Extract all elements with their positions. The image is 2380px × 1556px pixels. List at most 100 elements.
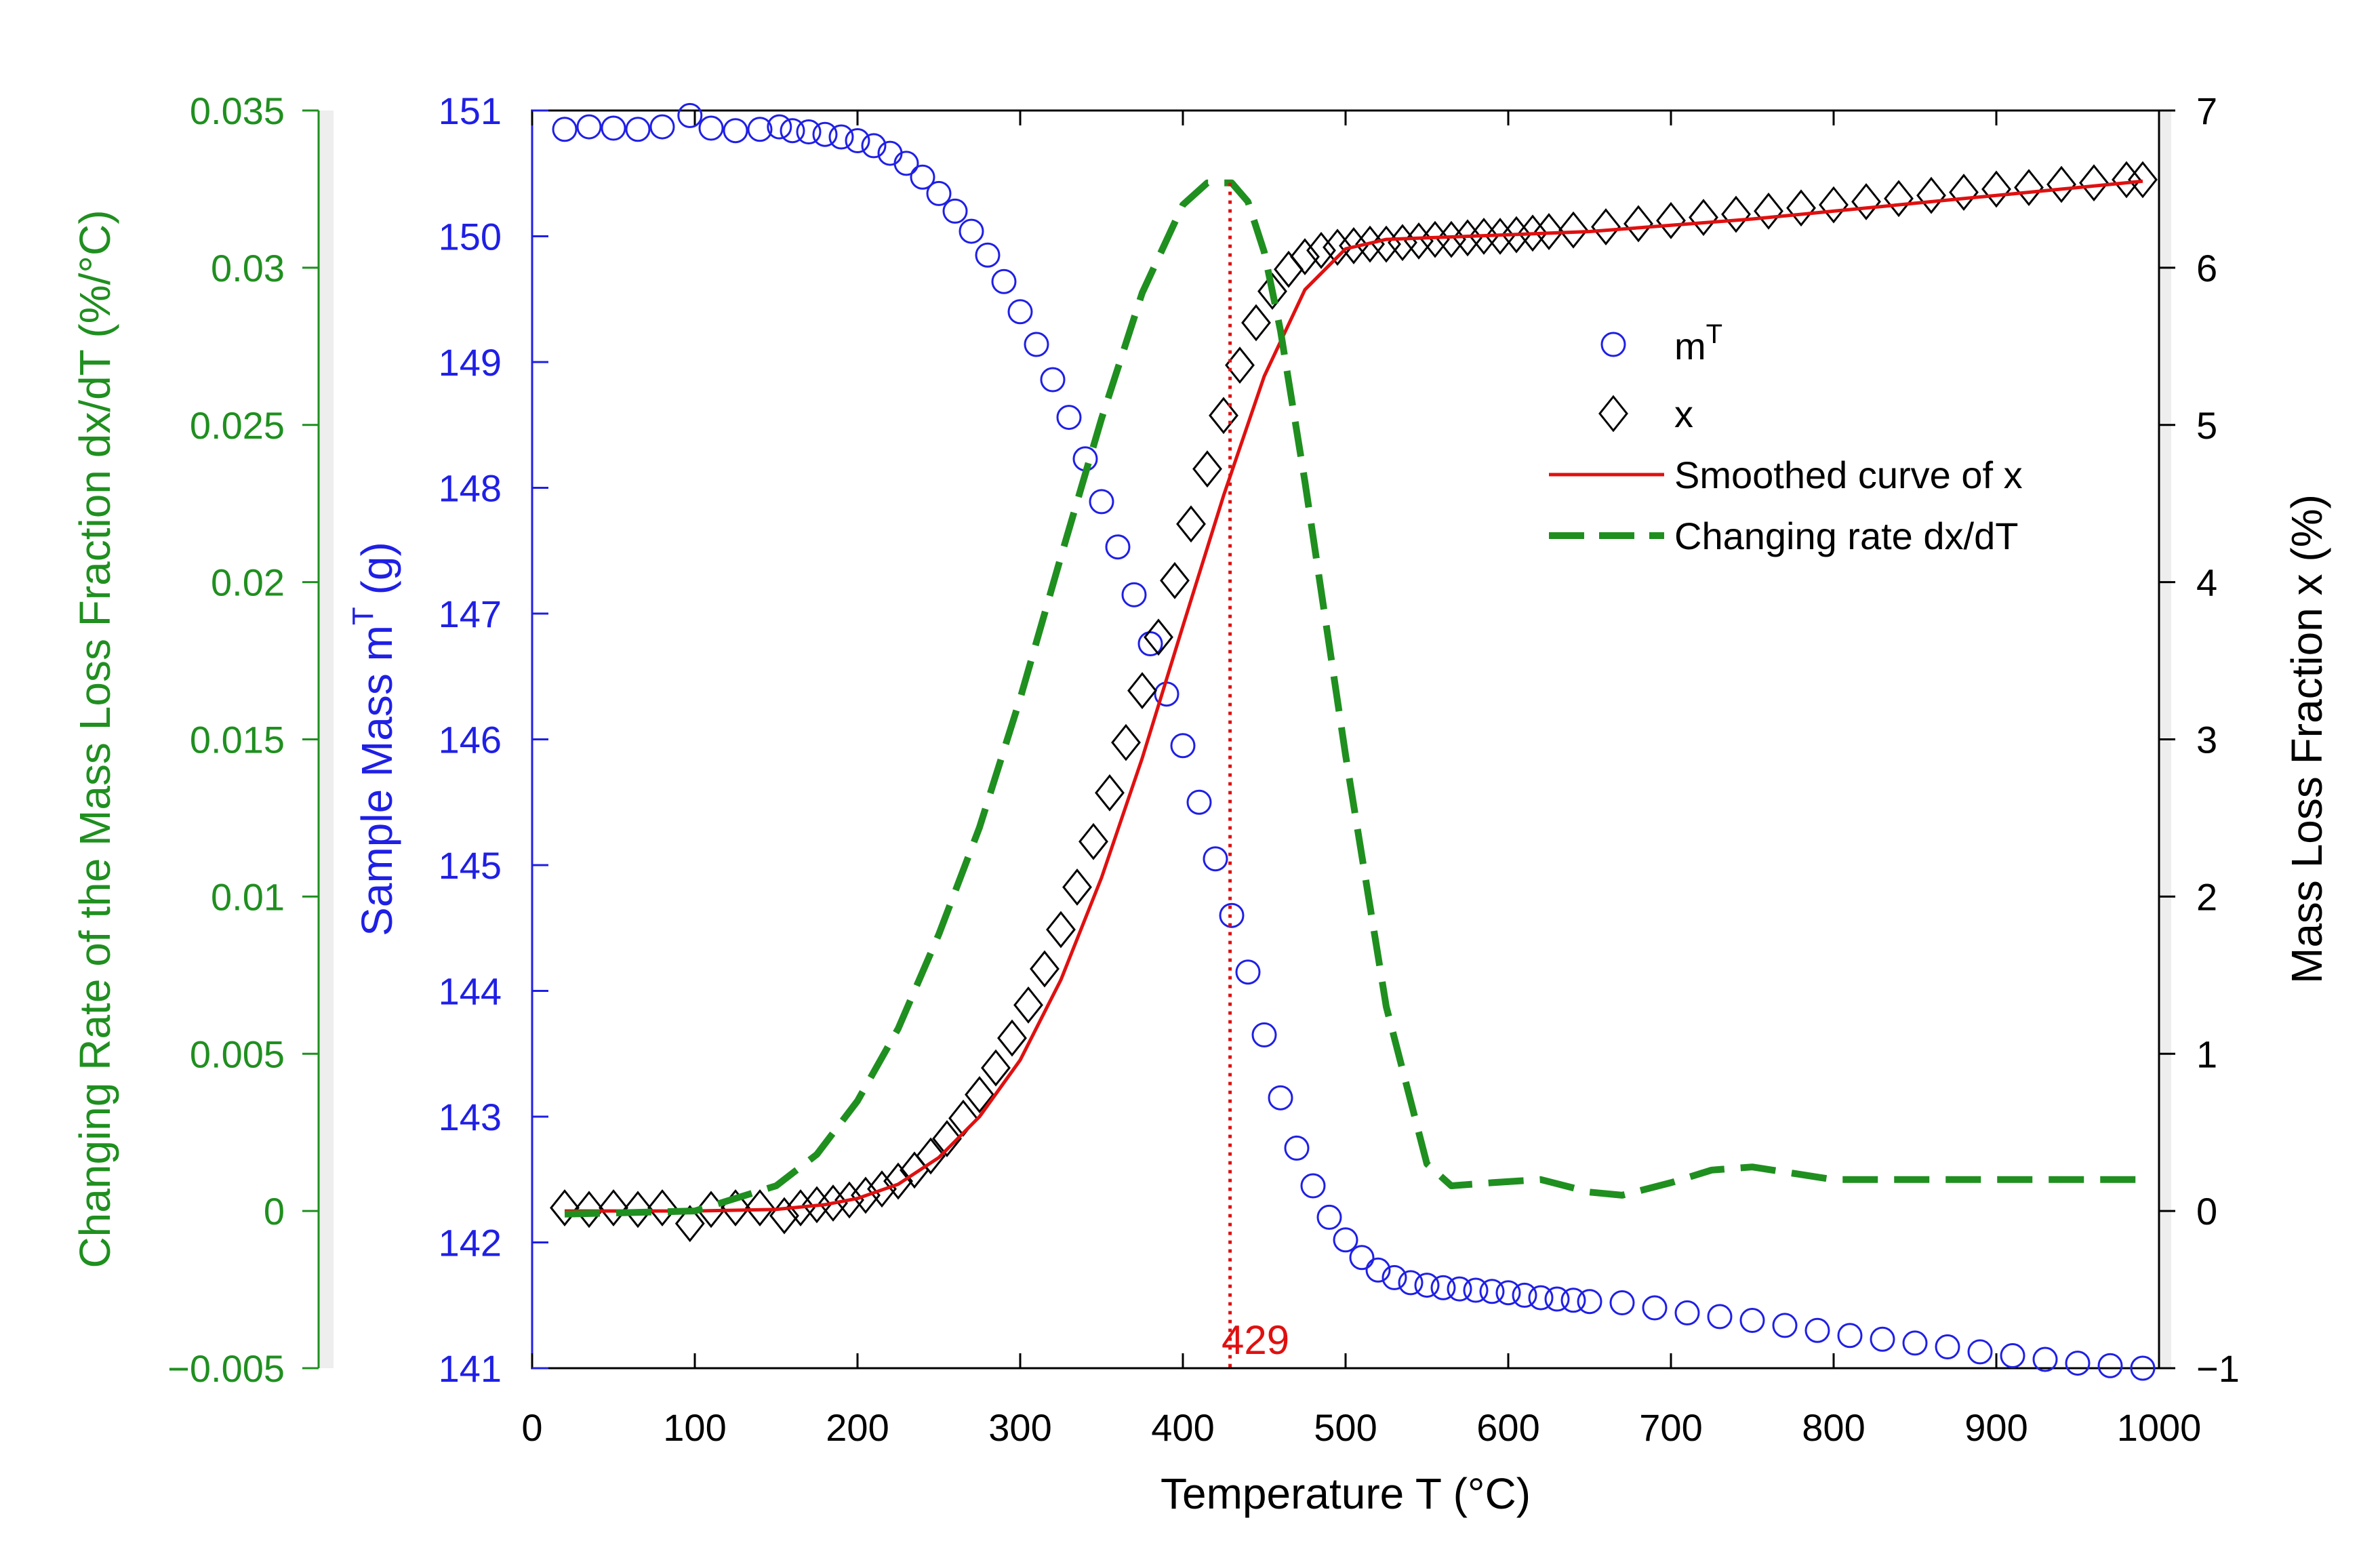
point-mT [1007, 299, 1033, 325]
point-x [1355, 225, 1385, 263]
point-x [1257, 273, 1287, 311]
x-tick-label: 400 [1151, 1406, 1214, 1449]
point-x [1469, 218, 1499, 255]
x-tick-label: 0 [521, 1406, 542, 1449]
inner-left-axis-title: Sample Mass mT (g) [346, 542, 401, 936]
point-mT [1284, 1135, 1310, 1161]
inner-left-axis-title-tail: (g) [352, 542, 401, 607]
left_outer-tick-label: 0.035 [190, 89, 285, 132]
point-mT [677, 102, 703, 128]
point-mT [828, 124, 854, 150]
right-tick-label: 1 [2196, 1033, 2217, 1075]
x-tick-label: 800 [1802, 1406, 1865, 1449]
point-x [1290, 238, 1320, 276]
left_inner-tick-label: 145 [439, 844, 502, 887]
point-mT [1528, 1285, 1554, 1311]
point-x [745, 1189, 775, 1226]
point-x [1518, 214, 1548, 252]
point-x [1981, 170, 2011, 208]
inner-left-axis-title-main: Sample Mass m [352, 625, 401, 936]
point-x [1160, 561, 1190, 599]
point-mT [1642, 1295, 1668, 1321]
left_inner-tick-label: 144 [439, 970, 502, 1013]
point-mT [959, 218, 984, 244]
x-tick-label: 100 [663, 1406, 726, 1449]
point-x [1030, 950, 1060, 988]
point-mT [625, 117, 651, 142]
point-x [1062, 869, 1092, 906]
legend-marker-x [1598, 395, 1628, 433]
left_inner-tick-label: 148 [439, 467, 502, 510]
point-mT [576, 114, 602, 140]
legend-label-mT-main: m [1674, 325, 1706, 367]
point-x [1078, 822, 1108, 860]
point-x [2046, 165, 2076, 203]
x-tick-label: 700 [1639, 1406, 1702, 1449]
point-mT [1479, 1279, 1505, 1304]
right-axis-title: Mass Loss Fraction x (%) [2282, 494, 2331, 984]
point-mT [991, 268, 1017, 294]
legend-marker-mT [1600, 332, 1626, 357]
point-x [1241, 304, 1271, 342]
legend-label-smoothed: Smoothed curve of x [1674, 454, 2023, 496]
x-axis-title: Temperature T (°C) [1161, 1469, 1531, 1518]
point-x [1786, 189, 1816, 227]
point-mT [649, 114, 675, 140]
axis-ticks: 0 100 200 300 400 500 600 700 800 900 1000 −0.005 0 0… [167, 89, 2240, 1449]
left_outer-tick-label: 0.03 [211, 247, 285, 290]
point-mT [1739, 1308, 1765, 1333]
point-x [1323, 228, 1352, 266]
point-mT [1300, 1173, 1326, 1199]
point-mT [926, 180, 952, 206]
left_inner-tick-label: 146 [439, 719, 502, 761]
point-x [1819, 186, 1849, 224]
point-mT [1609, 1290, 1635, 1315]
point-mT [845, 128, 870, 153]
legend-label-x: x [1674, 393, 1693, 435]
point-mT [1772, 1313, 1798, 1338]
point-x [2014, 169, 2044, 207]
point-mT [2097, 1353, 2123, 1378]
point-x [1436, 220, 1466, 258]
point-mT [552, 117, 578, 142]
point-mT [1349, 1245, 1375, 1271]
point-mT [698, 115, 724, 141]
point-x [1851, 183, 1881, 220]
point-x [1013, 986, 1043, 1024]
left_inner-tick-label: 150 [439, 216, 502, 258]
point-mT [1902, 1330, 1928, 1356]
point-x [1623, 205, 1653, 243]
outer-axis-spine-strip [319, 111, 334, 1368]
outer-left-axis-title: Changing Rate of the Mass Loss Fraction … [70, 210, 119, 1268]
left_outer-tick-label: −0.005 [167, 1347, 285, 1390]
point-x [1095, 774, 1125, 812]
left_inner-tick-label: 142 [439, 1222, 502, 1264]
point-x [997, 1019, 1027, 1057]
point-x [1591, 208, 1621, 245]
point-mT [1804, 1317, 1830, 1343]
point-mT [1935, 1334, 1960, 1359]
point-mT [1121, 582, 1147, 607]
point-x [834, 1181, 864, 1219]
point-x [1306, 231, 1336, 269]
point-mT [601, 115, 626, 141]
point-mT [1512, 1282, 1537, 1308]
series-layer [550, 102, 2158, 1381]
point-x [674, 1205, 705, 1243]
point-x [1884, 180, 1914, 218]
legend-label-mT-sup: T [1706, 319, 1722, 349]
left_outer-tick-label: 0.015 [190, 719, 285, 761]
point-mT [910, 164, 935, 190]
left_outer-tick-label: 0.02 [211, 561, 285, 604]
point-x [550, 1189, 580, 1226]
point-mT [1398, 1270, 1424, 1296]
point-x [1656, 201, 1686, 239]
point-x [1453, 219, 1483, 257]
point-x [1485, 218, 1515, 255]
left_outer-tick-label: 0.01 [211, 875, 285, 918]
point-mT [1674, 1300, 1700, 1325]
point-x [1176, 505, 1206, 543]
legend-label-rate: Changing rate dx/dT [1674, 515, 2018, 557]
point-x [883, 1162, 913, 1200]
